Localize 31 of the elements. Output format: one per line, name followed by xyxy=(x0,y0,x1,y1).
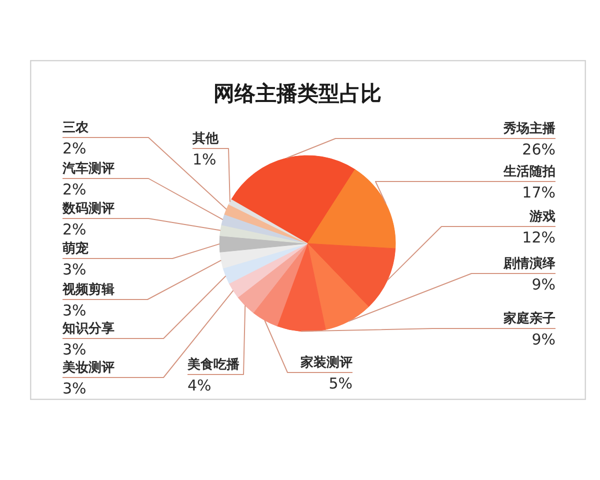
slice-label: 秀场主播 xyxy=(502,120,556,136)
slice-label: 家庭亲子 xyxy=(502,310,556,326)
slice-label: 生活随拍 xyxy=(502,164,556,180)
slice-label: 剧情演绎 xyxy=(502,256,556,272)
data-label: 2% xyxy=(62,180,86,198)
slice-label: 数码测评 xyxy=(62,202,114,216)
data-label: 12% xyxy=(522,228,556,246)
slice-label: 其他 xyxy=(192,132,220,146)
slice-label: 美食吃播 xyxy=(186,356,240,372)
data-label: 9% xyxy=(532,330,556,348)
data-label: 4% xyxy=(188,376,212,394)
data-label: 1% xyxy=(192,150,216,168)
data-label: 17% xyxy=(522,184,556,202)
data-label: 3% xyxy=(62,340,86,358)
slice-label: 视频剪辑 xyxy=(62,282,114,298)
slice-label: 三农 xyxy=(62,120,90,136)
slice-label: 知识分享 xyxy=(62,320,114,336)
data-label: 2% xyxy=(62,220,86,238)
data-label: 3% xyxy=(62,302,86,320)
slice-label: 萌宠 xyxy=(62,240,88,256)
data-label: 9% xyxy=(532,276,556,294)
slice-label: 美妆测评 xyxy=(62,360,114,376)
slice-label: 汽车测评 xyxy=(62,160,114,176)
data-label: 2% xyxy=(62,140,86,158)
data-label: 3% xyxy=(62,380,86,398)
slice-label: 家装测评 xyxy=(300,354,352,370)
data-label: 5% xyxy=(328,374,352,392)
chart-title: 网络主播类型占比 xyxy=(214,82,382,106)
data-label: 3% xyxy=(62,260,86,278)
slice-label: 游戏 xyxy=(528,210,556,224)
data-label: 26% xyxy=(522,140,556,158)
